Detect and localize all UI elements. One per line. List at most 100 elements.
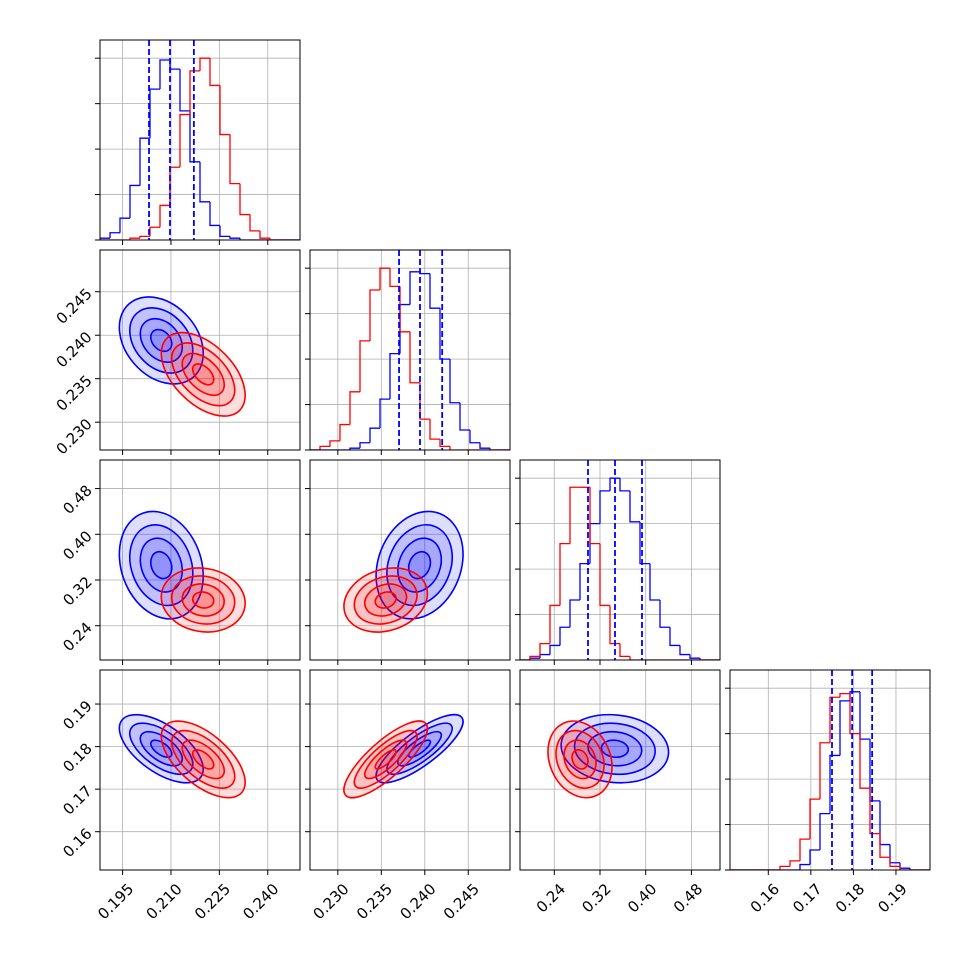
x-tick-label: 0.18	[832, 880, 868, 916]
y-tick-label: 0.235	[53, 372, 96, 415]
histogram-step	[199, 57, 210, 71]
contour	[571, 748, 589, 770]
x-tick-label: 0.225	[191, 880, 234, 923]
contour	[160, 331, 246, 417]
panel-content	[100, 250, 300, 450]
y-tick-label: 0.230	[53, 415, 96, 458]
histogram-step	[829, 754, 840, 814]
panel-frame	[309, 459, 511, 661]
histogram-step	[869, 788, 880, 835]
panel	[305, 459, 511, 665]
y-tick-label: 0.40	[59, 527, 95, 563]
histogram-step	[369, 427, 380, 443]
contour	[353, 729, 418, 789]
histogram-step	[389, 352, 400, 400]
histogram-step	[259, 230, 270, 239]
y-tick-label: 0.240	[53, 328, 96, 371]
panel-content	[310, 250, 510, 450]
histogram-step	[219, 225, 230, 238]
panel: 0.195 0.210 0.225 0.240 0.16 0.17 0.18 0.19	[59, 669, 301, 923]
histogram-step	[529, 655, 540, 660]
histogram-step	[609, 477, 620, 491]
histogram-step	[369, 289, 380, 341]
histogram-step	[239, 183, 250, 216]
histogram-step	[129, 184, 140, 219]
y-tick-label: 0.17	[59, 782, 95, 818]
contour	[375, 510, 464, 620]
histogram-step	[339, 423, 350, 441]
histogram-step	[429, 273, 440, 309]
panel-content	[100, 460, 300, 660]
histogram-step	[569, 599, 580, 628]
histogram-step	[859, 691, 870, 740]
histogram-step	[449, 446, 460, 450]
histogram-step	[389, 268, 400, 288]
panel-frame	[519, 459, 721, 661]
histogram-step	[349, 391, 360, 425]
panel-frame	[309, 249, 511, 451]
histogram-step	[679, 645, 690, 656]
histogram-step	[409, 271, 420, 305]
histogram-step	[599, 543, 610, 607]
histogram-step	[159, 59, 170, 90]
histogram-step	[789, 860, 800, 867]
histogram-step	[159, 204, 170, 228]
histogram-step	[319, 445, 330, 450]
panel-frame	[99, 249, 301, 451]
histogram-step	[359, 442, 370, 449]
histogram-step	[229, 236, 240, 239]
histogram-step	[689, 654, 700, 659]
panel-content	[520, 460, 720, 660]
x-tick-label: 0.19	[874, 880, 910, 916]
histogram-step	[139, 235, 150, 239]
histogram-step	[359, 340, 370, 392]
histogram-step	[659, 600, 670, 628]
histogram-step	[819, 742, 830, 800]
histogram-step	[219, 85, 230, 136]
x-tick-label: 0.195	[94, 880, 137, 923]
contour	[191, 591, 215, 609]
histogram-step	[119, 217, 130, 233]
histogram-step	[819, 812, 830, 850]
histogram-step	[329, 440, 340, 447]
histogram-step	[379, 398, 390, 429]
histogram-step	[139, 137, 150, 186]
histogram-step	[829, 696, 840, 743]
contour	[600, 739, 630, 759]
contour	[343, 567, 429, 633]
panel: 0.24 0.32 0.40 0.48	[59, 459, 301, 665]
y-tick-label: 0.24	[59, 619, 95, 655]
histogram-step	[349, 447, 360, 450]
contour	[170, 729, 236, 789]
histogram-step	[809, 849, 820, 865]
panel-frame	[729, 669, 931, 871]
histogram-step	[669, 627, 680, 647]
histogram-step	[639, 521, 650, 565]
x-tick-label: 0.235	[353, 880, 396, 923]
histogram-step	[109, 232, 120, 239]
x-tick-label: 0.230	[309, 880, 352, 923]
histogram-step	[839, 692, 850, 698]
y-tick-label: 0.18	[59, 740, 95, 776]
histogram-step	[429, 419, 440, 440]
contour	[160, 720, 246, 799]
histogram-step	[559, 542, 570, 606]
histogram-step	[619, 643, 630, 658]
histogram-step	[489, 448, 500, 450]
x-tick-label: 0.24	[533, 880, 569, 916]
histogram-step	[209, 58, 220, 87]
histogram-step	[439, 439, 450, 448]
contour	[374, 748, 397, 770]
histogram-step	[899, 866, 910, 870]
panel-content	[310, 670, 510, 870]
contour	[139, 317, 184, 363]
panel-content	[100, 40, 300, 240]
panel-content	[520, 670, 720, 870]
histogram-step	[549, 604, 560, 644]
histogram-step	[149, 226, 160, 237]
histogram-step	[179, 113, 190, 168]
contour	[191, 363, 215, 386]
contour	[181, 352, 225, 397]
x-tick-label: 0.240	[396, 880, 439, 923]
histogram-step	[569, 486, 580, 544]
